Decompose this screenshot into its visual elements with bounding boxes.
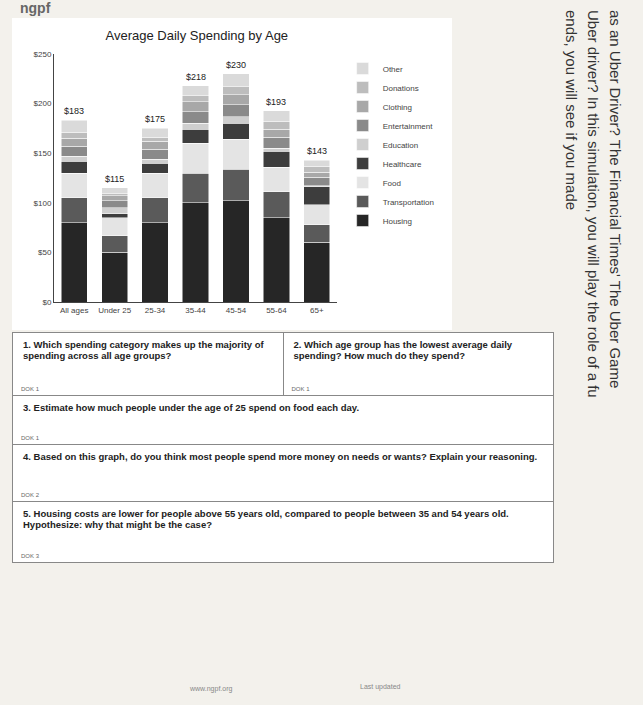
html-text:www.ngpf.org: www.ngpf.org bbox=[190, 685, 233, 692]
html-text:1. Which spending category mak: 1. Which spending category makes up the … bbox=[23, 339, 264, 361]
html-text:as an Uber Driver? The Financi: as an Uber Driver? The Financial Times' … bbox=[607, 10, 624, 389]
html-text:DOK 1: DOK 1 bbox=[291, 386, 310, 392]
svg-text:Under 25: Under 25 bbox=[98, 306, 131, 315]
html-text:2. Which age group has the low: 2. Which age group has the lowest averag… bbox=[293, 339, 513, 361]
svg-text:$100: $100 bbox=[34, 199, 52, 208]
svg-text:Housing: Housing bbox=[383, 217, 412, 226]
svg-text:$200: $200 bbox=[34, 99, 52, 108]
svg-text:35-44: 35-44 bbox=[185, 306, 206, 315]
html-text:DOK 1: DOK 1 bbox=[21, 386, 39, 392]
html-text:5. Housing costs are lower for: 5. Housing costs are lower for people ab… bbox=[23, 508, 509, 530]
html-text:ends, you will see if you made: ends, you will see if you made bbox=[563, 10, 580, 211]
svg-text:Donations: Donations bbox=[383, 84, 419, 93]
svg-text:$250: $250 bbox=[34, 50, 52, 59]
svg-text:All ages: All ages bbox=[60, 306, 88, 315]
svg-text:$150: $150 bbox=[34, 149, 52, 158]
html-text:Last updated: Last updated bbox=[360, 683, 401, 690]
svg-text:$143: $143 bbox=[307, 146, 327, 156]
html-text:3. Estimate how much people un: 3. Estimate how much people under the ag… bbox=[23, 402, 360, 413]
svg-text:$0: $0 bbox=[42, 298, 51, 307]
svg-text:Other: Other bbox=[383, 65, 403, 74]
svg-text:Healthcare: Healthcare bbox=[383, 160, 422, 169]
html-text:DOK 2: DOK 2 bbox=[21, 492, 39, 498]
svg-text:$183: $183 bbox=[64, 106, 84, 116]
svg-text:$218: $218 bbox=[186, 72, 206, 82]
svg-text:Food: Food bbox=[383, 179, 401, 188]
svg-text:Transportation: Transportation bbox=[383, 198, 434, 207]
html-text:DOK 1: DOK 1 bbox=[21, 435, 39, 441]
svg-text:$175: $175 bbox=[145, 114, 165, 124]
svg-text:55-64: 55-64 bbox=[266, 306, 287, 315]
html-text:4. Based on this graph, do you: 4. Based on this graph, do you think mos… bbox=[23, 451, 538, 462]
svg-text:$115: $115 bbox=[105, 174, 124, 184]
svg-text:Education: Education bbox=[383, 141, 419, 150]
html-text:DOK 3: DOK 3 bbox=[21, 553, 39, 559]
svg-text:Average Daily Spending by Age: Average Daily Spending by Age bbox=[105, 28, 288, 43]
svg-text:25-34: 25-34 bbox=[145, 306, 166, 315]
svg-text:Clothing: Clothing bbox=[383, 103, 412, 112]
svg-text:45-54: 45-54 bbox=[226, 306, 247, 315]
svg-text:$50: $50 bbox=[38, 248, 52, 257]
html-text:ngpf: ngpf bbox=[20, 0, 51, 16]
svg-text:$193: $193 bbox=[266, 97, 286, 107]
svg-text:65+: 65+ bbox=[310, 306, 324, 315]
svg-text:Entertainment: Entertainment bbox=[383, 122, 434, 131]
html-text:Uber driver? In this simulatio: Uber driver? In this simulation, you wil… bbox=[585, 10, 602, 398]
svg-text:$230: $230 bbox=[226, 60, 246, 70]
